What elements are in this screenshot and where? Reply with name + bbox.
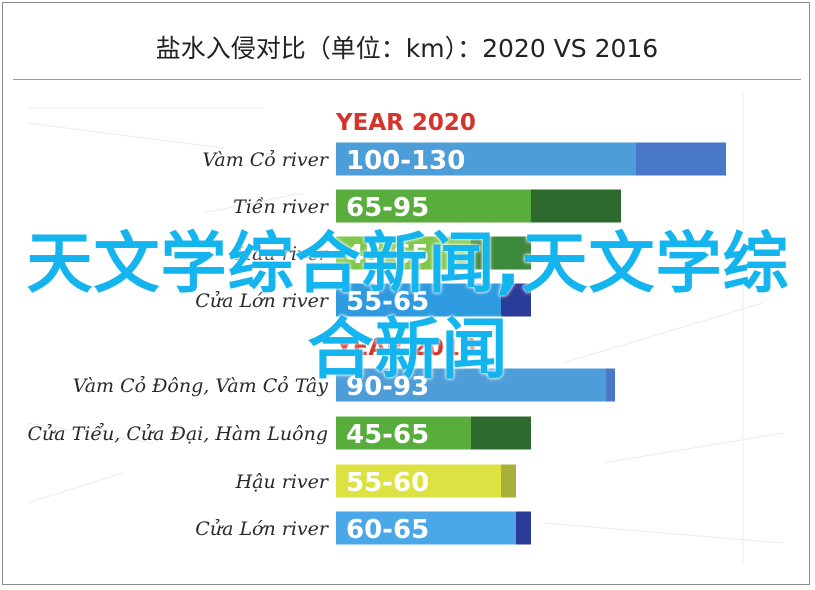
bar-range xyxy=(531,189,621,223)
decor-line xyxy=(26,122,224,149)
decor-line xyxy=(202,192,304,214)
bar-min xyxy=(336,416,471,450)
category-label: Vàm Cỏ Đông, Vàm Cỏ Tây xyxy=(73,375,329,397)
bar-min xyxy=(336,236,471,270)
category-label: Cửa Tiểu, Cửa Đại, Hàm Luông xyxy=(27,423,328,445)
bar-min xyxy=(336,283,501,317)
data-label: 65-95 xyxy=(346,193,429,223)
decor-line xyxy=(542,522,784,544)
category-label: Hậu river xyxy=(235,471,330,493)
data-label: 55-60 xyxy=(346,468,429,498)
decor-line xyxy=(602,432,784,464)
title-divider xyxy=(13,79,801,80)
background-decor xyxy=(26,93,784,563)
category-label: Cửa Lớn river xyxy=(195,290,330,312)
bar-range xyxy=(606,368,615,402)
category-label: Cửa Lớn river xyxy=(195,518,330,540)
chart-frame: 盐水入侵对比（单位：km）：2020 VS 2016 YEAR 2020 Vàm … xyxy=(2,2,810,585)
data-label: 45-65 xyxy=(346,420,429,450)
category-label: Hậu river xyxy=(235,243,330,265)
chart-title: 盐水入侵对比（单位：km）：2020 VS 2016 xyxy=(155,34,659,63)
category-label: Vàm Cỏ river xyxy=(202,149,330,171)
data-label: 55-65 xyxy=(346,287,429,317)
bar-min xyxy=(336,511,516,545)
data-label: 100-130 xyxy=(346,146,465,176)
bar-range xyxy=(636,142,726,176)
bar-min xyxy=(336,368,606,402)
category-label: Tiền river xyxy=(233,196,330,218)
bar-range xyxy=(516,511,531,545)
decor-line xyxy=(562,302,764,364)
bar-min xyxy=(336,142,636,176)
data-label: 45-65 xyxy=(346,240,429,270)
bar-min xyxy=(336,464,501,498)
year-title-2: YEAR 2016 xyxy=(335,335,476,361)
data-label: 60-65 xyxy=(346,515,429,545)
bar-range xyxy=(471,416,531,450)
decor-line xyxy=(26,422,154,444)
data-label: 90-93 xyxy=(346,372,429,402)
bar-range xyxy=(471,236,531,270)
bar-min xyxy=(336,189,531,223)
decor-line xyxy=(26,472,124,504)
bar-range xyxy=(501,464,516,498)
year-title-1: YEAR 2020 xyxy=(335,110,476,136)
bar-range xyxy=(501,283,531,317)
